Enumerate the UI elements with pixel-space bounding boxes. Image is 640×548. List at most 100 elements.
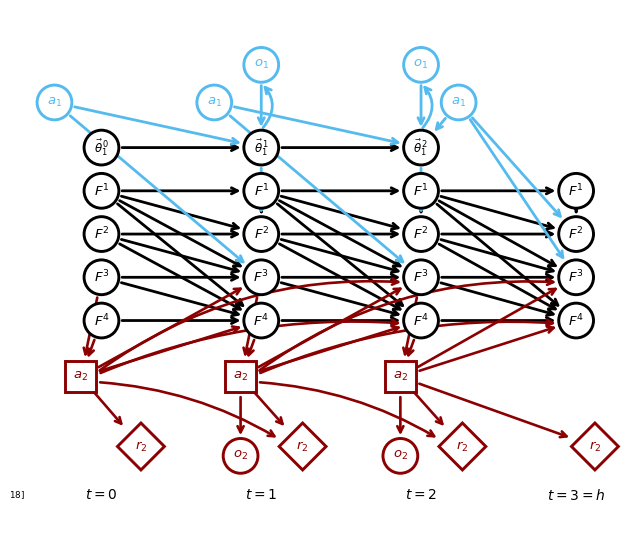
Circle shape xyxy=(383,438,418,473)
FancyArrowPatch shape xyxy=(260,327,399,371)
FancyArrowPatch shape xyxy=(282,274,397,281)
FancyArrowPatch shape xyxy=(122,231,237,237)
FancyArrowPatch shape xyxy=(258,289,401,367)
FancyArrowPatch shape xyxy=(237,397,244,432)
Text: $F^4$: $F^4$ xyxy=(93,312,109,329)
Circle shape xyxy=(404,48,438,82)
Circle shape xyxy=(559,260,593,295)
Circle shape xyxy=(223,438,258,473)
Text: $t = 0$: $t = 0$ xyxy=(85,488,118,503)
Text: $_{18]}$: $_{18]}$ xyxy=(10,489,26,502)
Circle shape xyxy=(441,85,476,120)
FancyArrowPatch shape xyxy=(120,244,241,309)
FancyArrowPatch shape xyxy=(282,188,397,194)
FancyArrowPatch shape xyxy=(277,204,403,306)
FancyArrowPatch shape xyxy=(437,204,558,305)
Polygon shape xyxy=(572,423,618,470)
FancyArrowPatch shape xyxy=(282,317,397,323)
FancyArrowPatch shape xyxy=(403,298,417,355)
Text: $t = 1$: $t = 1$ xyxy=(245,488,277,503)
Text: $F^2$: $F^2$ xyxy=(253,226,269,242)
FancyArrowPatch shape xyxy=(263,87,273,128)
FancyArrowPatch shape xyxy=(418,168,424,210)
Circle shape xyxy=(84,216,119,252)
Text: $F^1$: $F^1$ xyxy=(568,182,584,199)
Text: $t = 2$: $t = 2$ xyxy=(405,488,437,503)
FancyArrowPatch shape xyxy=(397,397,403,432)
Text: $a_1$: $a_1$ xyxy=(451,96,466,109)
Text: $F^2$: $F^2$ xyxy=(413,226,429,242)
FancyArrowPatch shape xyxy=(418,85,424,124)
Text: $\vec{\theta}_1^{\,1}$: $\vec{\theta}_1^{\,1}$ xyxy=(253,138,269,158)
FancyArrowPatch shape xyxy=(122,188,237,194)
FancyArrowPatch shape xyxy=(258,85,264,124)
FancyArrowPatch shape xyxy=(122,317,237,323)
FancyArrowPatch shape xyxy=(94,392,121,424)
FancyArrowPatch shape xyxy=(100,327,239,371)
FancyArrowPatch shape xyxy=(472,118,560,216)
Text: $o_1$: $o_1$ xyxy=(413,58,429,71)
FancyArrowPatch shape xyxy=(258,204,264,212)
Text: $F^4$: $F^4$ xyxy=(413,312,429,329)
FancyArrowPatch shape xyxy=(442,274,552,281)
FancyArrowPatch shape xyxy=(439,244,556,309)
Text: $r_2$: $r_2$ xyxy=(296,439,308,454)
FancyArrowPatch shape xyxy=(234,107,398,144)
FancyArrowPatch shape xyxy=(259,279,554,370)
Circle shape xyxy=(197,85,232,120)
FancyArrowPatch shape xyxy=(436,118,445,129)
FancyArrowPatch shape xyxy=(420,327,554,371)
Circle shape xyxy=(559,173,593,208)
Text: $F^4$: $F^4$ xyxy=(253,312,269,329)
Text: $F^1$: $F^1$ xyxy=(93,182,109,199)
Circle shape xyxy=(404,173,438,208)
Circle shape xyxy=(404,130,438,165)
FancyArrowPatch shape xyxy=(122,283,238,316)
Text: $r_2$: $r_2$ xyxy=(456,439,468,454)
FancyArrowPatch shape xyxy=(88,340,94,355)
FancyArrowPatch shape xyxy=(122,145,237,151)
FancyArrowPatch shape xyxy=(418,204,424,212)
Circle shape xyxy=(84,130,119,165)
FancyArrowPatch shape xyxy=(120,201,241,266)
FancyArrowPatch shape xyxy=(441,283,553,316)
Text: $\vec{\theta}_1^{\,0}$: $\vec{\theta}_1^{\,0}$ xyxy=(94,138,109,158)
Polygon shape xyxy=(439,423,486,470)
Text: $F^3$: $F^3$ xyxy=(93,269,109,286)
Text: $r_2$: $r_2$ xyxy=(135,439,147,454)
Circle shape xyxy=(404,303,438,338)
FancyArrowPatch shape xyxy=(441,196,553,229)
FancyArrowPatch shape xyxy=(258,168,264,210)
FancyArrowPatch shape xyxy=(442,231,552,237)
FancyArrowPatch shape xyxy=(100,383,275,436)
FancyArrowPatch shape xyxy=(118,204,243,306)
FancyArrowPatch shape xyxy=(442,188,552,194)
FancyArrowPatch shape xyxy=(84,298,97,355)
FancyArrowPatch shape xyxy=(230,116,403,262)
Polygon shape xyxy=(279,423,326,470)
FancyArrowPatch shape xyxy=(418,289,556,367)
Circle shape xyxy=(84,303,119,338)
FancyArrowPatch shape xyxy=(248,340,254,355)
Circle shape xyxy=(559,216,593,252)
Text: $o_1$: $o_1$ xyxy=(253,58,269,71)
Text: $\vec{\theta}_1^{\,2}$: $\vec{\theta}_1^{\,2}$ xyxy=(413,138,429,158)
Circle shape xyxy=(244,260,278,295)
Circle shape xyxy=(244,216,278,252)
FancyArrowPatch shape xyxy=(439,201,556,266)
Circle shape xyxy=(84,173,119,208)
FancyArrowPatch shape xyxy=(281,196,398,229)
FancyArrowPatch shape xyxy=(280,244,400,309)
Text: $a_1$: $a_1$ xyxy=(47,96,62,109)
FancyArrowPatch shape xyxy=(408,340,414,355)
FancyArrowPatch shape xyxy=(244,298,257,355)
Text: $F^2$: $F^2$ xyxy=(568,226,584,242)
FancyArrowPatch shape xyxy=(281,239,398,272)
Circle shape xyxy=(244,130,278,165)
Text: $t = 3 = h$: $t = 3 = h$ xyxy=(547,488,605,503)
Circle shape xyxy=(404,260,438,295)
Text: $o_2$: $o_2$ xyxy=(233,449,248,463)
FancyArrowPatch shape xyxy=(260,319,553,373)
FancyArrowPatch shape xyxy=(442,317,552,323)
Text: $F^3$: $F^3$ xyxy=(253,269,269,286)
